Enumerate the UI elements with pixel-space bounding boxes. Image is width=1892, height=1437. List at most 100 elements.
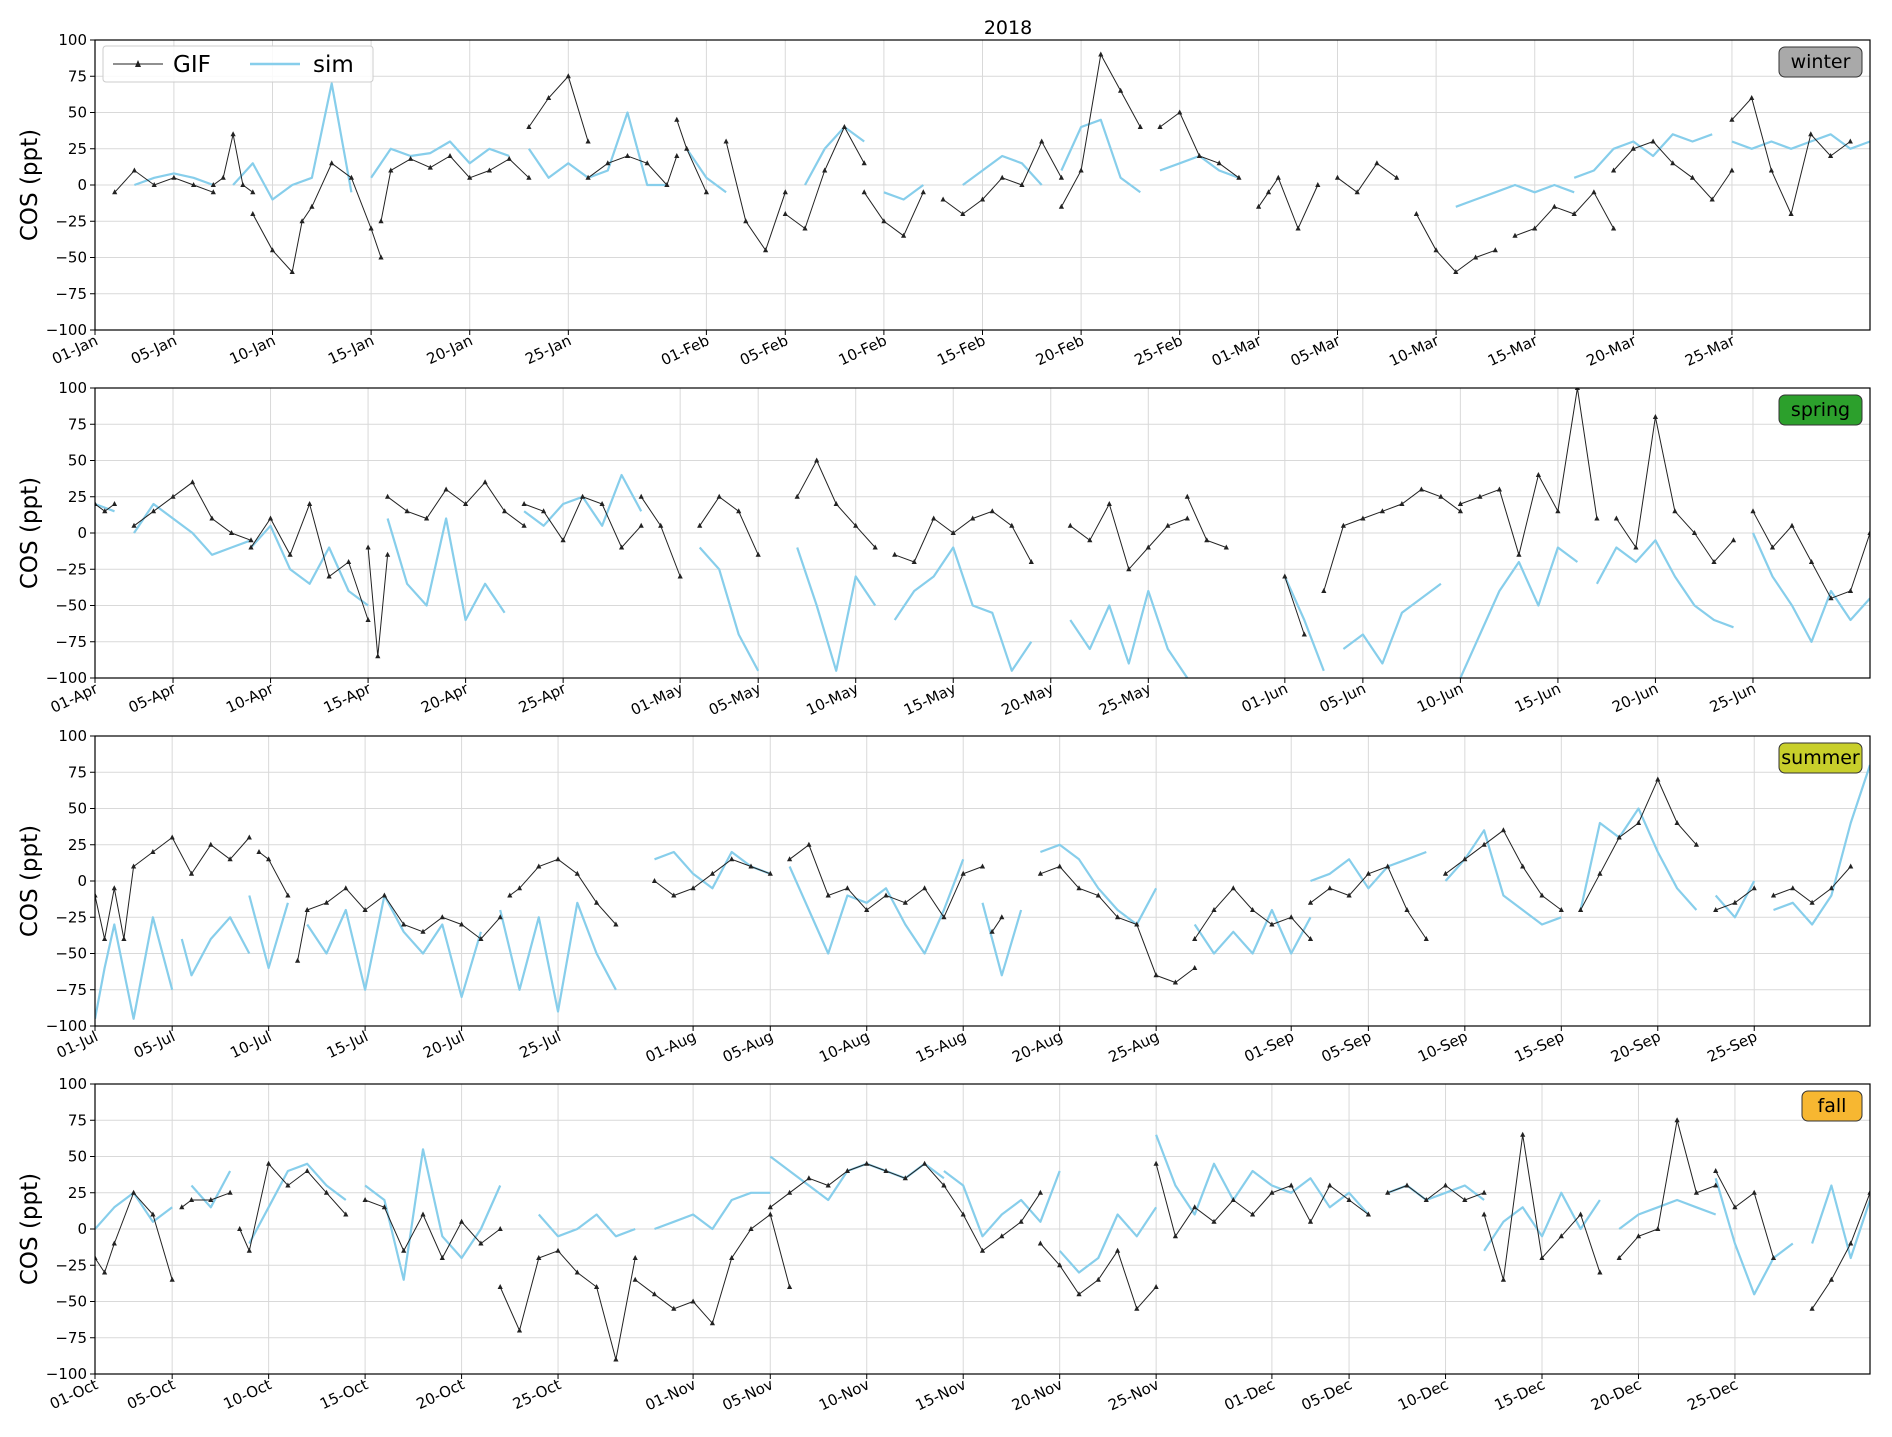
x-tick-label: 05-Sep xyxy=(1319,1027,1374,1066)
gif-point xyxy=(1867,530,1870,535)
gif-point xyxy=(1115,914,1121,920)
x-tick-label: 20-Apr xyxy=(418,679,472,717)
gif-point xyxy=(853,522,859,528)
gif-point xyxy=(1118,87,1124,93)
gif-point xyxy=(1067,522,1073,528)
gif-point xyxy=(920,189,926,195)
gif-point xyxy=(287,551,293,557)
gif-point xyxy=(381,1204,387,1210)
gif-point xyxy=(1177,109,1183,115)
gif-point xyxy=(1790,885,1796,891)
sim-series-line xyxy=(180,916,251,977)
x-tick-label: 15-Dec xyxy=(1492,1375,1548,1414)
gif-point xyxy=(709,870,715,876)
gif-point xyxy=(1288,1182,1294,1188)
x-tick-label: 05-Apr xyxy=(126,679,180,717)
gif-series-line xyxy=(1618,1120,1716,1259)
y-axis-label: COS (ppt) xyxy=(17,129,43,241)
gif-point xyxy=(1611,167,1617,173)
gif-point xyxy=(1126,566,1132,572)
gif-point xyxy=(1211,1218,1217,1224)
gif-point xyxy=(1184,515,1190,521)
x-tick-label: 01-Sep xyxy=(1241,1027,1296,1066)
gif-series-line xyxy=(634,1213,791,1325)
gif-point xyxy=(546,95,552,100)
gif-point xyxy=(1477,493,1483,499)
gif-point xyxy=(526,174,532,180)
gif-point xyxy=(1134,921,1140,927)
x-tick-label: 25-Sep xyxy=(1704,1027,1759,1066)
gif-point xyxy=(1616,1255,1622,1260)
gif-point xyxy=(189,479,196,485)
gif-point xyxy=(1453,269,1459,274)
gif-point xyxy=(1009,522,1015,528)
gif-point xyxy=(502,508,508,514)
gif-point xyxy=(1713,1168,1719,1173)
gif-point xyxy=(285,1182,291,1188)
gif-point xyxy=(1847,138,1853,144)
gif-point xyxy=(690,885,696,891)
gif-point xyxy=(1462,1197,1468,1202)
gif-point xyxy=(131,167,137,173)
gif-series-line xyxy=(1811,1192,1870,1310)
gif-point xyxy=(266,1160,272,1166)
sim-series-line xyxy=(306,894,482,999)
sim-series-line xyxy=(232,82,353,201)
x-tick-label: 20-Feb xyxy=(1033,331,1087,369)
gif-point xyxy=(1028,559,1034,564)
y-tick-label: 50 xyxy=(68,452,87,470)
gif-point xyxy=(1216,160,1222,166)
gif-point xyxy=(989,508,995,514)
y-tick-label: −100 xyxy=(46,669,87,687)
gif-point xyxy=(864,1160,870,1166)
gif-point xyxy=(381,892,387,898)
sim-series-line xyxy=(248,1162,347,1245)
y-tick-label: 75 xyxy=(68,1111,87,1129)
gif-point xyxy=(459,1218,465,1224)
gif-point xyxy=(1730,537,1737,543)
gif-point xyxy=(1076,885,1082,891)
season-badge xyxy=(1801,1090,1863,1122)
y-axis-label: COS (ppt) xyxy=(17,1173,43,1285)
gif-point xyxy=(767,1204,773,1210)
y-tick-label: −25 xyxy=(55,212,87,230)
y-tick-label: −50 xyxy=(55,945,87,963)
gif-point xyxy=(1037,1240,1043,1246)
gif-point xyxy=(516,1327,523,1333)
gif-point xyxy=(787,1189,793,1195)
gif-point xyxy=(970,515,976,521)
gif-point xyxy=(131,863,137,869)
gif-point xyxy=(565,73,571,79)
gif-point xyxy=(999,174,1005,180)
y-tick-label: −50 xyxy=(55,597,87,615)
gif-point xyxy=(989,928,995,934)
gif-point xyxy=(1346,892,1352,898)
gif-point xyxy=(1535,472,1541,477)
sim-series-line xyxy=(95,916,174,1020)
gif-point xyxy=(420,928,426,934)
gif-series-line xyxy=(364,1199,501,1260)
gif-point xyxy=(999,914,1005,920)
y-tick-label: 25 xyxy=(68,488,87,506)
gif-point xyxy=(1689,174,1696,180)
gif-point xyxy=(638,522,644,528)
season-badge xyxy=(1778,46,1863,78)
gif-point xyxy=(1153,1160,1159,1166)
season-label: winter xyxy=(1791,51,1851,73)
gif-point xyxy=(736,508,742,514)
gif-point xyxy=(1847,588,1854,593)
gif-point xyxy=(507,892,513,898)
gif-point xyxy=(1346,1197,1352,1202)
gif-point xyxy=(1768,167,1774,173)
gif-point xyxy=(179,1204,185,1210)
gif-point xyxy=(1633,544,1639,550)
gif-series-line xyxy=(1387,1184,1485,1201)
gif-point xyxy=(674,153,680,158)
gif-point xyxy=(594,899,600,905)
x-tick-label: 20-Aug xyxy=(1009,1027,1065,1066)
gif-point xyxy=(658,522,664,528)
y-tick-label: 75 xyxy=(68,67,87,85)
sim-series-line xyxy=(943,1170,1061,1238)
